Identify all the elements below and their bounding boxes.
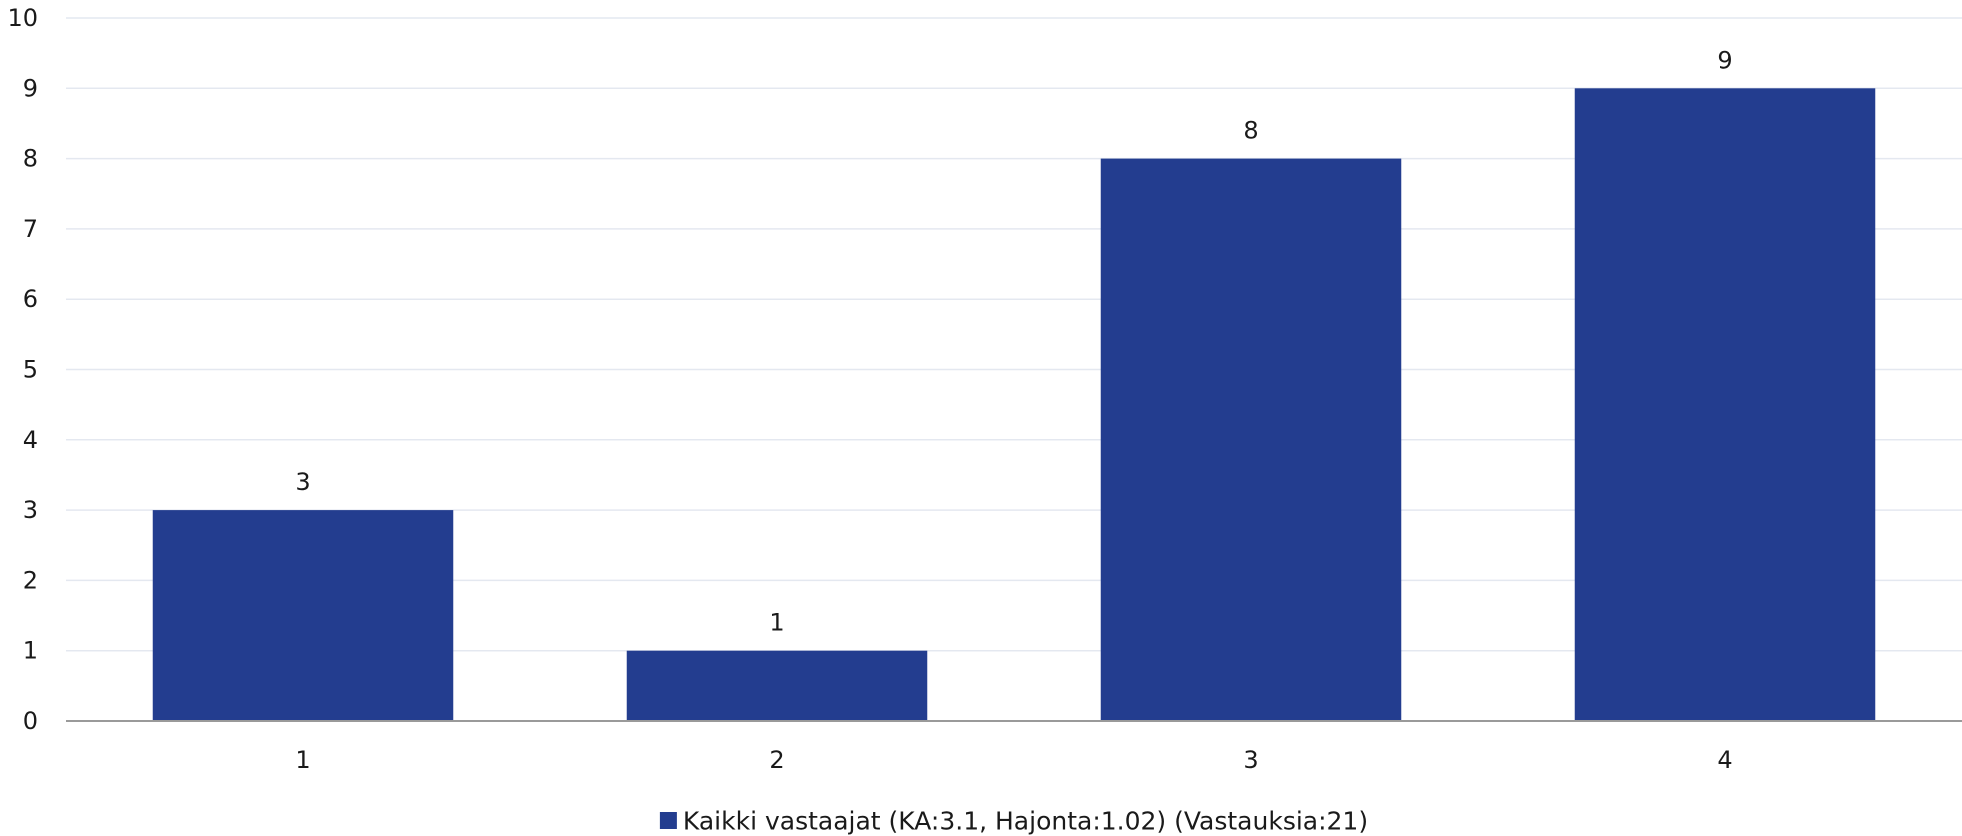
data-label-1: 3 <box>295 468 310 496</box>
x-axis-tick-labels: 1 2 3 4 <box>295 746 1732 774</box>
y-tick-label: 5 <box>23 356 38 384</box>
bar-4 <box>1574 88 1876 722</box>
data-label-4: 9 <box>1717 46 1732 74</box>
bar-3 <box>1100 158 1402 722</box>
y-tick-label: 2 <box>23 566 38 594</box>
y-tick-label: 10 <box>7 4 38 32</box>
y-tick-label: 6 <box>23 285 38 313</box>
y-tick-label: 3 <box>23 496 38 524</box>
x-tick-label-1: 1 <box>295 746 310 774</box>
y-tick-label: 7 <box>23 215 38 243</box>
x-tick-label-2: 2 <box>769 746 784 774</box>
y-tick-label: 4 <box>23 426 38 454</box>
y-tick-label: 9 <box>23 74 38 102</box>
bars <box>152 88 1876 722</box>
y-tick-label: 1 <box>23 637 38 665</box>
y-tick-label: 8 <box>23 145 38 173</box>
bar-2 <box>626 650 928 721</box>
data-label-3: 8 <box>1243 117 1258 145</box>
legend-swatch <box>659 812 677 829</box>
x-tick-label-4: 4 <box>1717 746 1732 774</box>
legend-label: Kaikki vastaajat (KA:3.1, Hajonta:1.02) … <box>683 807 1368 836</box>
x-tick-label-3: 3 <box>1243 746 1258 774</box>
legend: Kaikki vastaajat (KA:3.1, Hajonta:1.02) … <box>659 807 1368 836</box>
y-axis-tick-labels: 0 1 2 3 4 5 6 7 8 9 10 <box>7 4 38 735</box>
bar-1 <box>152 510 454 721</box>
data-label-2: 1 <box>769 609 784 637</box>
data-labels: 3 1 8 9 <box>295 46 1732 636</box>
y-tick-label: 0 <box>23 707 38 735</box>
